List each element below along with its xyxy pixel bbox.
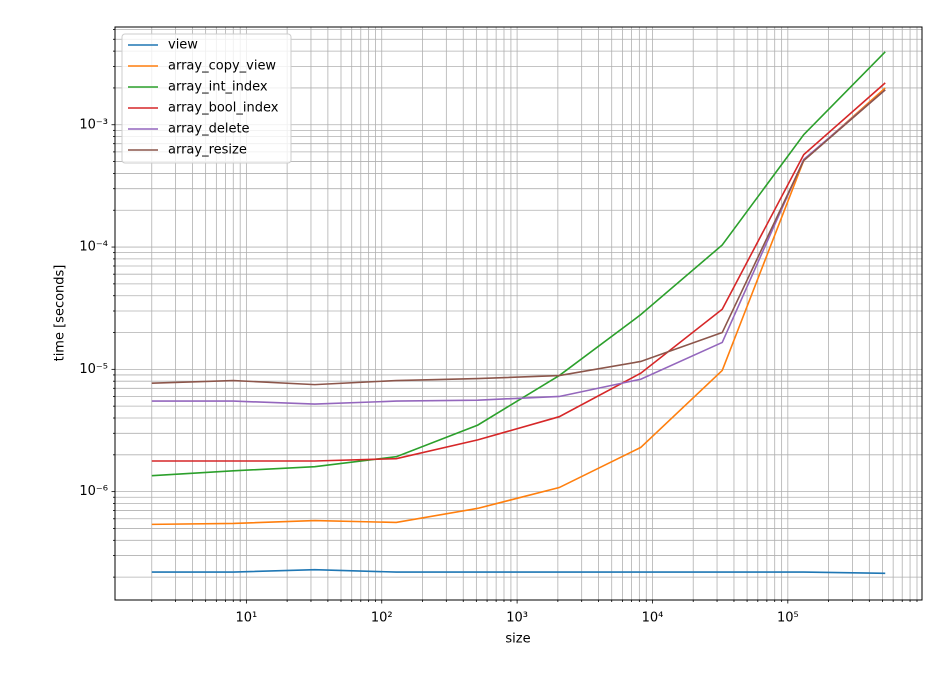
x-tick-label: 10² <box>371 611 393 626</box>
plot-lines <box>151 51 886 575</box>
x-axis-label: size <box>505 632 530 647</box>
y-axis-label: time [seconds] <box>53 265 68 362</box>
legend-label: array_int_index <box>168 80 268 95</box>
x-tick-label: 10⁴ <box>642 611 664 626</box>
series-line <box>151 89 886 405</box>
legend-label: array_bool_index <box>168 101 279 116</box>
y-tick-label: 10⁻⁵ <box>79 362 108 377</box>
y-tick-label: 10⁻³ <box>79 117 108 132</box>
x-tick-label: 10³ <box>506 611 528 626</box>
x-tick-label: 10⁵ <box>777 611 799 626</box>
series-line <box>151 568 886 575</box>
legend-label: array_delete <box>168 122 250 137</box>
series-line <box>151 51 886 477</box>
series-line <box>151 89 886 386</box>
plot-frame <box>114 26 923 601</box>
y-tick-label: 10⁻⁶ <box>79 484 108 499</box>
legend: view array_copy_view array_int_index array_… <box>121 33 292 164</box>
ticks: 10¹ 10² 10³ 10⁴ 10⁵ 10⁻⁶ 10⁻⁵ 10⁻⁴ 10⁻³ <box>79 29 918 626</box>
legend-box <box>121 33 292 164</box>
legend-label: array_resize <box>168 143 247 158</box>
legend-label: view <box>168 38 198 53</box>
y-tick-label: 10⁻⁴ <box>79 240 108 255</box>
x-tick-label: 10¹ <box>236 611 258 626</box>
legend-label: array_copy_view <box>168 59 276 74</box>
series-line <box>151 87 886 526</box>
series-line <box>151 82 886 462</box>
